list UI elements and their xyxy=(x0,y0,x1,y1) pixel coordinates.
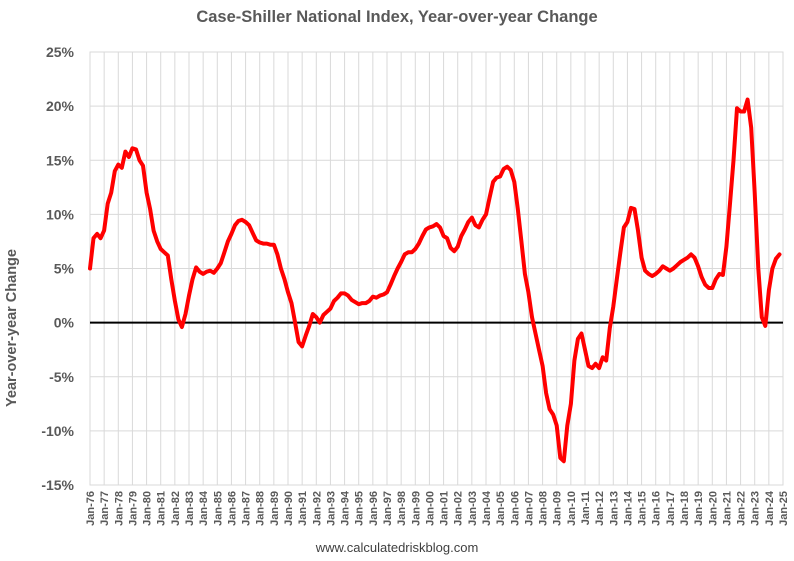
x-tick-label: Jan-21 xyxy=(721,491,733,526)
x-tick-label: Jan-19 xyxy=(693,491,705,526)
x-tick-label: Jan-09 xyxy=(552,491,564,526)
x-tick-label: Jan-95 xyxy=(354,491,366,526)
x-tick-label: Jan-13 xyxy=(608,491,620,526)
x-tick-label: Jan-18 xyxy=(679,491,691,526)
x-tick-label: Jan-08 xyxy=(538,491,550,526)
y-tick-label: 10% xyxy=(46,206,75,222)
x-tick-label: Jan-24 xyxy=(764,490,776,526)
x-tick-label: Jan-14 xyxy=(622,490,634,526)
x-tick-label: Jan-93 xyxy=(325,491,337,526)
x-tick-label: Jan-83 xyxy=(184,491,196,526)
x-tick-label: Jan-06 xyxy=(509,491,521,526)
y-tick-label: 0% xyxy=(54,315,75,331)
x-tick-label: Jan-89 xyxy=(269,491,281,526)
x-tick-label: Jan-15 xyxy=(637,491,649,526)
x-tick-label: Jan-97 xyxy=(382,491,394,526)
x-tick-label: Jan-01 xyxy=(439,491,451,526)
x-tick-label: Jan-86 xyxy=(226,491,238,526)
x-tick-label: Jan-25 xyxy=(778,491,790,526)
y-tick-label: 25% xyxy=(46,44,75,60)
chart-title: Case-Shiller National Index, Year-over-y… xyxy=(196,8,598,26)
x-tick-label: Jan-84 xyxy=(198,490,210,526)
x-tick-label: Jan-87 xyxy=(241,491,253,526)
y-tick-label: -10% xyxy=(41,423,74,439)
y-tick-label: -15% xyxy=(41,477,74,493)
x-tick-label: Jan-80 xyxy=(142,491,154,526)
source-note: www.calculatedriskblog.com xyxy=(315,540,479,555)
x-tick-label: Jan-98 xyxy=(396,491,408,526)
series-line xyxy=(88,97,782,464)
x-tick-label: Jan-17 xyxy=(665,491,677,526)
y-tick-label: -5% xyxy=(49,369,74,385)
x-tick-label: Jan-94 xyxy=(340,490,352,526)
x-tick-label: Jan-90 xyxy=(283,491,295,526)
x-tick-label: Jan-20 xyxy=(707,491,719,526)
series-layer xyxy=(88,97,782,464)
x-tick-label: Jan-88 xyxy=(255,491,267,526)
x-tick-label: Jan-82 xyxy=(170,491,182,526)
x-tick-label: Jan-96 xyxy=(368,491,380,526)
y-tick-label: 20% xyxy=(46,98,75,114)
x-tick-label: Jan-23 xyxy=(750,491,762,526)
x-tick-label: Jan-16 xyxy=(651,491,663,526)
x-tick-label: Jan-10 xyxy=(566,491,578,526)
x-tick-label: Jan-00 xyxy=(424,491,436,526)
x-tick-label: Jan-79 xyxy=(127,491,139,526)
x-tick-label: Jan-91 xyxy=(297,491,309,526)
x-tick-label: Jan-78 xyxy=(113,491,125,526)
x-tick-label: Jan-76 xyxy=(85,491,97,526)
x-tick-label: Jan-11 xyxy=(580,491,592,525)
y-axis: -15% -10% -5% 0% 5% 10% 15% 20% 25% xyxy=(41,44,74,493)
x-tick-label: Jan-05 xyxy=(495,491,507,526)
x-tick-label: Jan-99 xyxy=(410,491,422,526)
x-tick-label: Jan-77 xyxy=(99,491,111,526)
x-axis: Jan-76 Jan-77 Jan-78 Jan-79 Jan-80 Jan-81 Jan-… xyxy=(85,490,790,526)
x-tick-label: Jan-12 xyxy=(594,491,606,526)
x-tick-label: Jan-02 xyxy=(453,491,465,526)
y-tick-label: 5% xyxy=(54,261,75,277)
y-tick-label: 15% xyxy=(46,152,75,168)
x-tick-label: Jan-85 xyxy=(212,491,224,526)
x-tick-label: Jan-22 xyxy=(736,491,748,526)
x-tick-label: Jan-03 xyxy=(467,491,479,526)
x-tick-label: Jan-92 xyxy=(311,491,323,526)
x-tick-label: Jan-81 xyxy=(156,491,168,526)
x-tick-label: Jan-07 xyxy=(523,491,535,526)
x-tick-label: Jan-04 xyxy=(481,490,493,526)
